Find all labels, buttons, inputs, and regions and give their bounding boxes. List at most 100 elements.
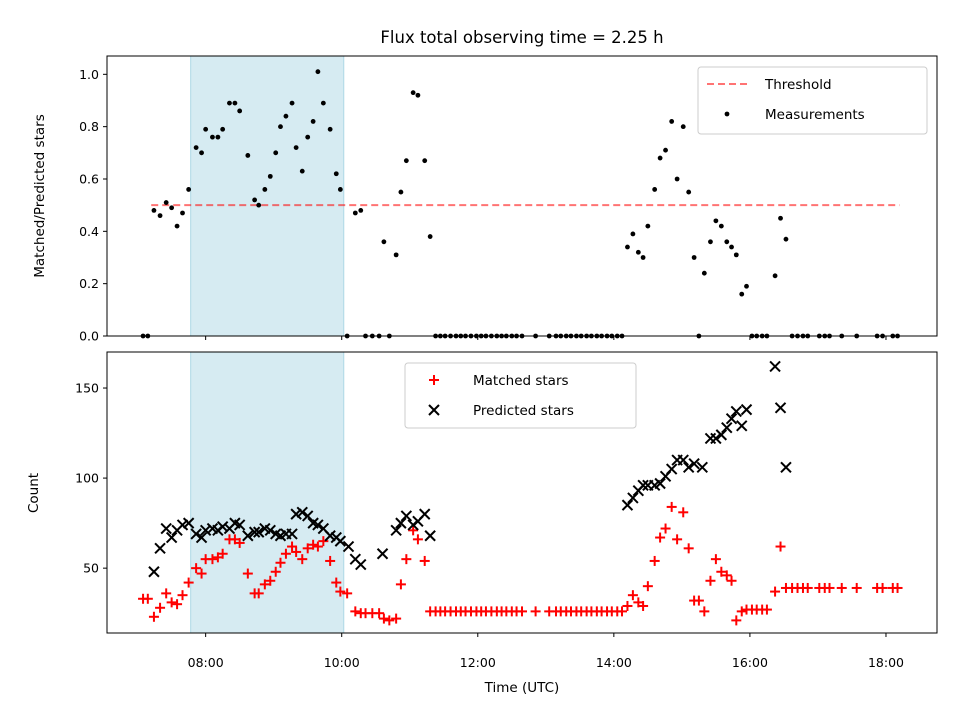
- predicted-star-point: [286, 528, 298, 540]
- matched-star-point: [335, 586, 346, 597]
- predicted-star-mark-b: [654, 477, 666, 490]
- matched-star-point: [259, 579, 270, 590]
- predicted-star-point: [190, 528, 202, 540]
- matched-star-point: [275, 557, 286, 568]
- matched-star-point: [172, 599, 183, 610]
- predicted-star-point: [233, 519, 246, 531]
- predicted-star-point: [334, 535, 347, 547]
- matched-star-point: [517, 606, 527, 617]
- predicted-star-mark-b: [740, 403, 753, 416]
- predicted-star-point: [301, 510, 314, 522]
- measurement-point: [163, 200, 169, 205]
- bottom-y-tick-label: 100: [75, 471, 99, 486]
- measurement-point: [352, 210, 358, 216]
- matched-star-point: [802, 582, 813, 593]
- matched-star-point: [716, 566, 727, 577]
- bottom-x-axis-label: Time (UTC): [484, 680, 560, 696]
- predicted-star-mark-b: [730, 405, 743, 418]
- measurement-point: [210, 134, 215, 140]
- measurement-point: [427, 234, 433, 239]
- measurement-point: [674, 176, 680, 182]
- legend-measurements-swatch: [724, 111, 730, 117]
- predicted-star-point: [148, 566, 160, 578]
- measurement-point: [640, 255, 646, 260]
- matched-star-point: [775, 541, 786, 552]
- predicted-star-point: [736, 420, 748, 432]
- measurement-point: [193, 145, 199, 150]
- measurement-point: [174, 223, 180, 229]
- top-panel: 0.0 0.2 0.4 0.6 0.8 1.0 Flux total observing …: [32, 28, 938, 344]
- predicted-star-mark-b: [715, 429, 728, 441]
- measurement-point: [333, 171, 339, 177]
- measurement-point: [327, 126, 333, 132]
- measurement-point: [180, 210, 185, 216]
- matched-star-point: [731, 615, 742, 626]
- measurement-point: [630, 231, 636, 237]
- matched-star-point: [318, 536, 329, 547]
- measurement-point: [199, 150, 204, 156]
- predicted-star-mark-b: [229, 517, 241, 529]
- predicted-star-mark-b: [419, 508, 431, 520]
- measurement-point: [273, 150, 279, 156]
- predicted-star-mark-b: [233, 519, 246, 531]
- matched-star-point: [148, 611, 159, 622]
- matched-star-point: [617, 606, 628, 617]
- predicted-star-mark-b: [395, 517, 407, 529]
- measurement-point: [635, 249, 641, 255]
- top-chart-title: Flux total observing time = 2.25 h: [380, 28, 663, 47]
- measurement-point: [744, 283, 749, 289]
- predicted-star-point: [654, 477, 666, 490]
- predicted-star-mark-b: [148, 566, 160, 578]
- predicted-star-point: [627, 492, 639, 504]
- measurement-point: [724, 239, 730, 245]
- matched-star-point: [161, 588, 172, 599]
- predicted-star-mark-b: [195, 531, 208, 544]
- predicted-star-mark-b: [334, 535, 347, 547]
- predicted-star-point: [400, 510, 413, 522]
- bottom-x-tick-label: 18:00: [868, 655, 904, 670]
- predicted-star-point: [710, 432, 722, 445]
- predicted-star-point: [376, 548, 389, 560]
- predicted-star-mark-b: [355, 558, 367, 571]
- top-y-tick-label: 0.0: [79, 329, 99, 344]
- matched-star-point: [627, 590, 638, 601]
- predicted-star-point: [165, 531, 178, 544]
- predicted-star-mark-b: [710, 432, 722, 445]
- measurement-point: [772, 273, 778, 279]
- predicted-star-mark-b: [296, 506, 308, 519]
- top-y-tick-label: 0.4: [79, 224, 99, 239]
- matched-stars-points: [138, 501, 903, 626]
- measurement-point: [337, 187, 343, 192]
- measurement-point: [358, 207, 364, 213]
- matched-star-point: [412, 534, 423, 545]
- predicted-star-point: [740, 403, 753, 416]
- predicted-star-mark-b: [248, 526, 261, 538]
- legend-predicted-swatch: [428, 404, 440, 416]
- predicted-star-mark-b: [682, 461, 695, 473]
- matched-star-point: [166, 597, 177, 608]
- matched-star-point: [270, 566, 281, 577]
- predicted-star-point: [696, 461, 708, 473]
- predicted-star-point: [419, 508, 431, 520]
- predicted-star-mark-b: [725, 412, 738, 425]
- matched-star-point: [242, 568, 253, 579]
- predicted-star-mark-b: [324, 530, 336, 542]
- predicted-stars-points: [148, 360, 792, 578]
- measurement-point: [283, 113, 289, 119]
- matched-star-point: [331, 577, 342, 588]
- predicted-star-mark-b: [154, 542, 166, 555]
- bottom-x-tick-label: 08:00: [188, 655, 224, 670]
- bottom-x-tick-label: 14:00: [596, 655, 632, 670]
- matched-star-point: [217, 548, 228, 559]
- measurement-point: [422, 158, 428, 164]
- predicted-star-point: [342, 540, 355, 553]
- top-y-axis-label: Matched/Predicted stars: [32, 114, 48, 277]
- matched-star-point: [892, 582, 903, 593]
- matched-star-point: [196, 568, 207, 579]
- measurement-point: [652, 187, 658, 192]
- predicted-star-mark-b: [736, 420, 748, 432]
- predicted-star-point: [216, 521, 229, 533]
- predicted-star-point: [621, 499, 634, 511]
- measurement-point: [245, 153, 251, 158]
